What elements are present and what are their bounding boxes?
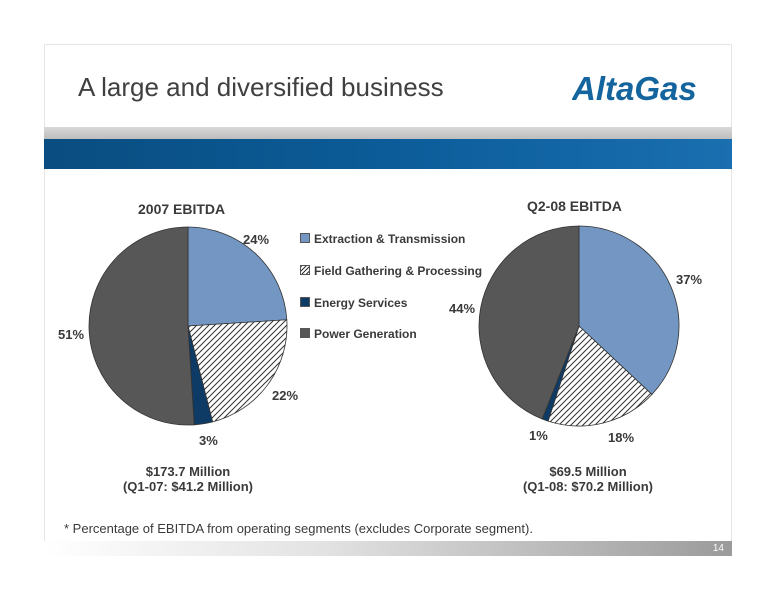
slice-power-generation [88,226,195,426]
legend-swatch [300,297,310,307]
slice-power-generation [478,225,580,420]
pie-q2-08 [478,225,680,427]
logo-graphic: AltaGas [571,70,697,107]
legend-item-energy-services: Energy Services [300,296,407,310]
page-number: 14 [712,543,724,554]
caption-q2-08: $69.5 Million (Q1-08: $70.2 Million) [488,464,688,494]
header-band-blue [44,139,732,169]
legend-swatch [300,328,310,338]
slice-field-gathering [547,325,653,427]
footnote: * Percentage of EBITDA from operating se… [64,521,533,536]
slice-extraction [187,226,288,327]
pct-q2-field: 18% [608,430,635,445]
legend-item-field-gathering: Field Gathering & Processing [300,264,482,278]
caption-2007: $173.7 Million (Q1-07: $41.2 Million) [88,464,288,494]
slide-title: A large and diversified business [78,72,444,102]
logo-text: AltaGas [572,70,697,107]
caption-q2-08-total: $69.5 Million [549,464,627,479]
pct-q2-extraction: 37% [676,272,703,287]
slice-extraction [578,225,680,396]
caption-q2-08-quarter: (Q1-08: $70.2 Million) [522,479,654,494]
chart-title-q2-08: Q2-08 EBITDA [527,198,622,214]
legend-item-power-generation: Power Generation [300,327,417,341]
legend-swatch [300,265,310,275]
pct-q2-power: 44% [449,301,476,316]
footer-bar [44,541,732,556]
pct-2007-energy: 3% [199,433,218,448]
caption-2007-quarter: (Q1-07: $41.2 Million) [122,479,254,494]
altagas-logo: AltaGas [571,68,712,113]
legend-swatch [300,233,310,243]
legend-item-extraction: Extraction & Transmission [300,232,465,246]
pie-2007 [88,226,288,426]
slice-field-gathering [187,319,288,423]
pct-2007-extraction: 24% [243,232,270,247]
header-band-grey [44,127,732,139]
pct-2007-field: 22% [272,388,299,403]
pct-q2-energy: 1% [529,428,548,443]
pct-2007-power: 51% [58,327,85,342]
caption-2007-total: $173.7 Million [145,464,231,479]
chart-title-2007: 2007 EBITDA [138,201,226,217]
